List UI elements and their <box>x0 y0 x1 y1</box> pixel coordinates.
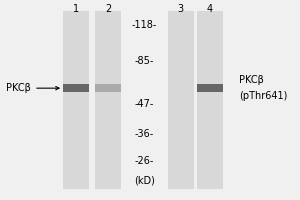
Bar <box>196 84 223 92</box>
Bar <box>196 11 223 189</box>
Text: PKCβ: PKCβ <box>239 75 264 85</box>
Bar <box>95 84 121 92</box>
Bar <box>95 11 121 189</box>
Bar <box>63 11 89 189</box>
Text: 2: 2 <box>105 4 111 14</box>
Text: -26-: -26- <box>135 156 154 166</box>
Text: (pThr641): (pThr641) <box>239 91 287 101</box>
Text: PKCβ: PKCβ <box>6 83 59 93</box>
Text: 1: 1 <box>73 4 79 14</box>
Text: -118-: -118- <box>132 20 157 30</box>
Text: -85-: -85- <box>135 56 154 66</box>
Bar <box>63 84 89 92</box>
Text: (kD): (kD) <box>134 176 155 186</box>
Bar <box>168 11 194 189</box>
Text: -47-: -47- <box>135 99 154 109</box>
Text: -36-: -36- <box>135 129 154 139</box>
Text: 3: 3 <box>178 4 184 14</box>
Text: 4: 4 <box>207 4 213 14</box>
